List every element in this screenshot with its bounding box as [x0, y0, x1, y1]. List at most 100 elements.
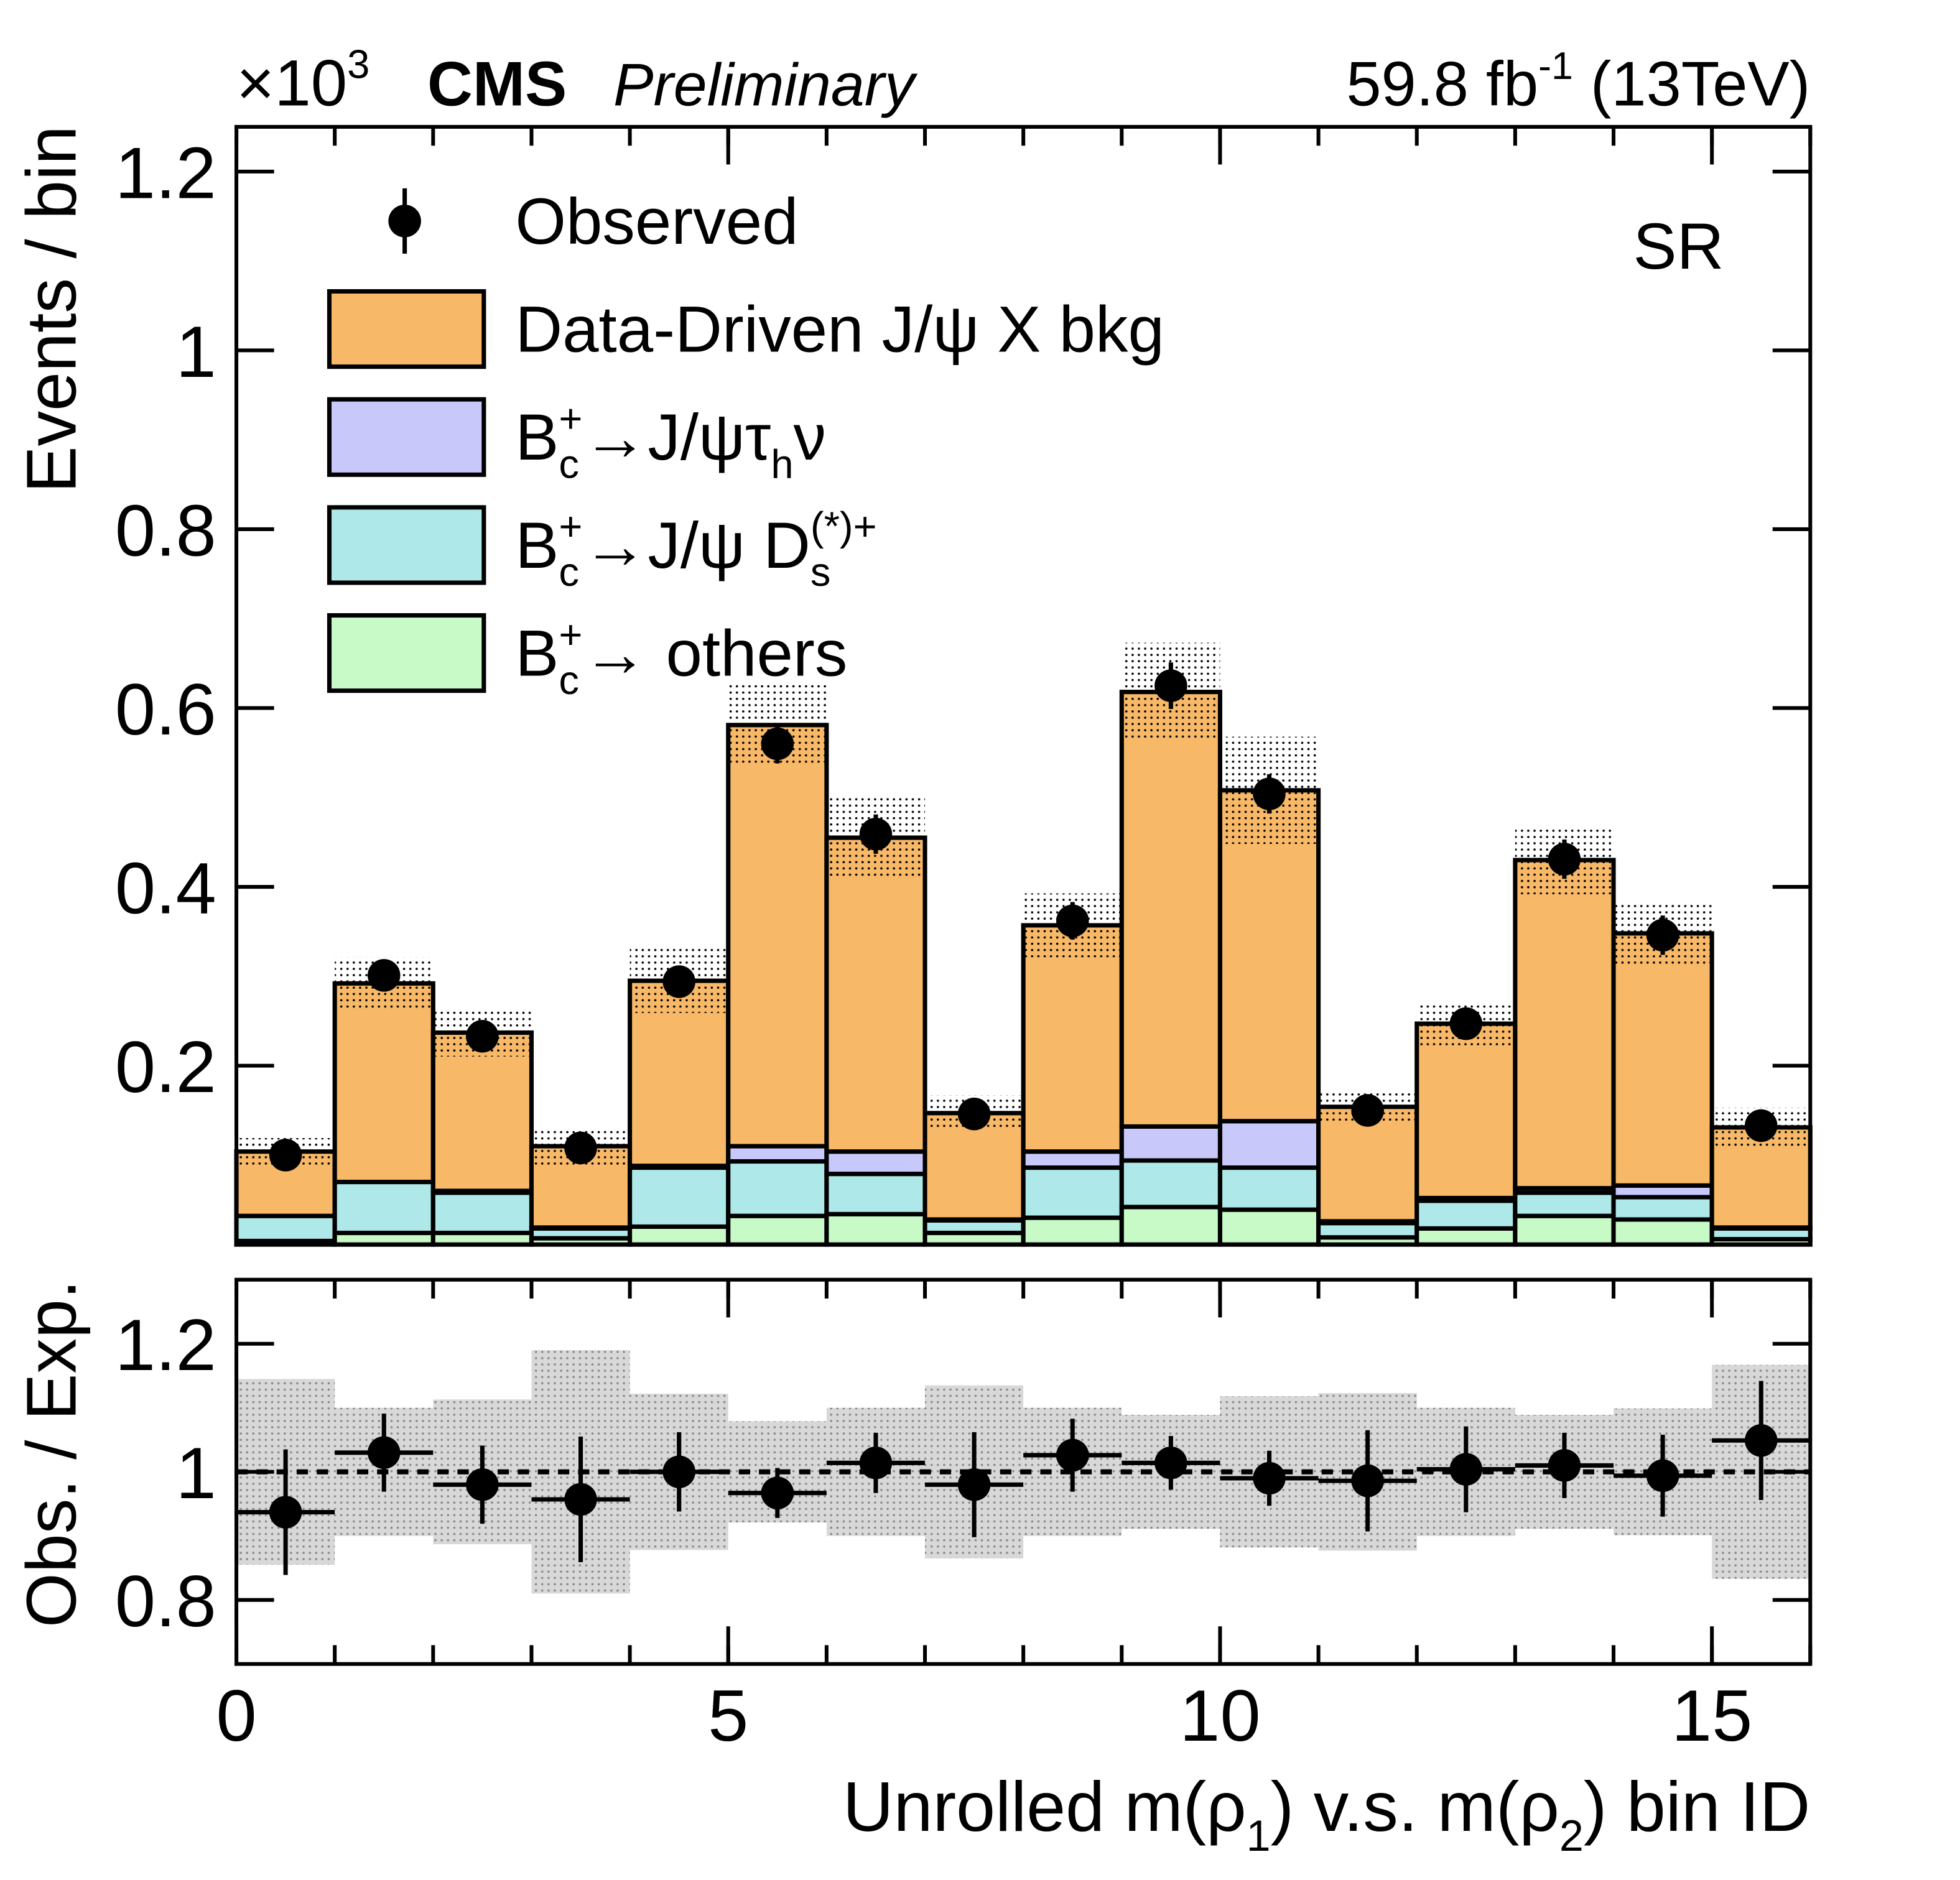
text-run: -1 [1538, 44, 1573, 88]
text-run: 3 [347, 42, 369, 87]
stack-segment [332, 1180, 435, 1236]
x-tick-label: 10 [1179, 1675, 1260, 1756]
status-label: Preliminary [613, 51, 918, 119]
text-run: ×10 [236, 47, 347, 120]
stack-segment [1414, 1021, 1518, 1200]
y-tick-label: 0.2 [115, 1026, 216, 1108]
text-run: c [559, 549, 579, 595]
text-run: + [559, 504, 582, 549]
legend-swatch [327, 505, 486, 585]
data-point [1744, 1109, 1778, 1142]
data-point [662, 965, 695, 998]
data-point [761, 1476, 794, 1509]
text-run: (*)+ [810, 504, 877, 549]
data-point [957, 1098, 991, 1131]
data-point [1154, 669, 1187, 702]
x-tick-label: 5 [708, 1675, 748, 1756]
stack-segment [1217, 1165, 1321, 1212]
y-tick-label: 1 [176, 1432, 216, 1514]
data-point [1351, 1464, 1384, 1498]
data-point [269, 1496, 302, 1529]
legend-swatch [327, 289, 486, 369]
data-point [269, 1139, 302, 1172]
stack-segment [430, 1190, 534, 1236]
stack-segment [824, 1149, 927, 1177]
data-point [1646, 919, 1679, 952]
x-axis-title: Unrolled m(ρ1) v.s. m(ρ2) bin ID [843, 1767, 1810, 1860]
data-point [662, 1455, 695, 1488]
text-run: + [559, 611, 582, 657]
text-run: B [515, 401, 559, 474]
data-point [1646, 1459, 1679, 1493]
data-point [1253, 777, 1286, 810]
data-point [466, 1019, 499, 1053]
data-point [761, 727, 794, 761]
legend-label: Data-Driven J/ψ X bkg [515, 293, 1164, 366]
data-point [1351, 1094, 1384, 1127]
stack-segment [234, 1213, 337, 1243]
stack-segment [1021, 923, 1124, 1154]
stack-segment [1021, 1149, 1124, 1170]
text-run: (13TeV) [1573, 50, 1811, 119]
text-run: ν [794, 401, 827, 474]
legend-label: Observed [515, 185, 798, 258]
stack-segment [628, 1224, 731, 1247]
stack-segment [726, 723, 829, 1149]
data-point [564, 1131, 597, 1165]
data-point [1056, 1438, 1089, 1472]
data-point [957, 1468, 991, 1501]
y-tick-label: 0.4 [115, 847, 216, 928]
stack-segment [1119, 1158, 1222, 1210]
legend-swatch [327, 397, 486, 477]
text-run: 59.8 fb [1346, 50, 1538, 119]
stack-segment [1414, 1198, 1518, 1231]
stack-segment [824, 1172, 927, 1216]
x-tick-label: 0 [216, 1675, 256, 1756]
legend-label: B+ c →J/ψτhν [515, 396, 826, 487]
axis-multiplier: ×103 [236, 42, 369, 120]
text-run: ) bin ID [1584, 1767, 1810, 1846]
text-run: h [771, 441, 793, 486]
stack-segment [1119, 1124, 1222, 1163]
stack-segment [1414, 1226, 1518, 1247]
text-run: → others [582, 617, 847, 690]
data-point [1154, 1447, 1187, 1479]
x-tick-label: 15 [1671, 1675, 1752, 1756]
text-run: 2 [1559, 1812, 1584, 1860]
data-point [859, 817, 893, 851]
y-tick-label: 1.2 [115, 132, 216, 213]
legend-label: B+ c → others [515, 611, 847, 703]
text-run: B [515, 617, 559, 690]
legend-swatch [327, 613, 486, 693]
lumi-label: 59.8 fb-1 (13TeV) [1346, 44, 1810, 119]
text-run: →J/ψτ [582, 401, 771, 474]
text-run: s [810, 549, 831, 595]
text-run: ) v.s. m(ρ [1271, 1767, 1559, 1846]
stack-segment [1119, 690, 1222, 1129]
text-run: Unrolled m(ρ [843, 1767, 1247, 1846]
data-point [859, 1447, 893, 1479]
data-point [1056, 904, 1089, 937]
stack-segment [332, 981, 435, 1185]
region-label: SR [1633, 210, 1724, 283]
text-run: →J/ψ D [582, 509, 810, 582]
data-point [1253, 1461, 1286, 1495]
stack-segment [1611, 931, 1714, 1188]
data-point [367, 1436, 401, 1470]
text-run: + [559, 396, 582, 441]
stack-segment [1217, 1119, 1321, 1170]
data-point [466, 1468, 499, 1501]
text-run: 1 [1247, 1812, 1271, 1860]
legend-label: B+ c →J/ψ D(*)+ s [515, 504, 876, 595]
text-run: c [559, 441, 579, 486]
text-run: Observed [515, 185, 798, 258]
stack-segment [1513, 858, 1616, 1191]
data-point [1449, 1453, 1483, 1486]
y-tick-label: 0.6 [115, 669, 216, 750]
stack-segment [1119, 1205, 1222, 1247]
stack-segment [824, 835, 927, 1154]
data-point [1449, 1007, 1483, 1040]
stack-segment [430, 1030, 534, 1193]
y-tick-label: 0.8 [115, 1560, 216, 1642]
